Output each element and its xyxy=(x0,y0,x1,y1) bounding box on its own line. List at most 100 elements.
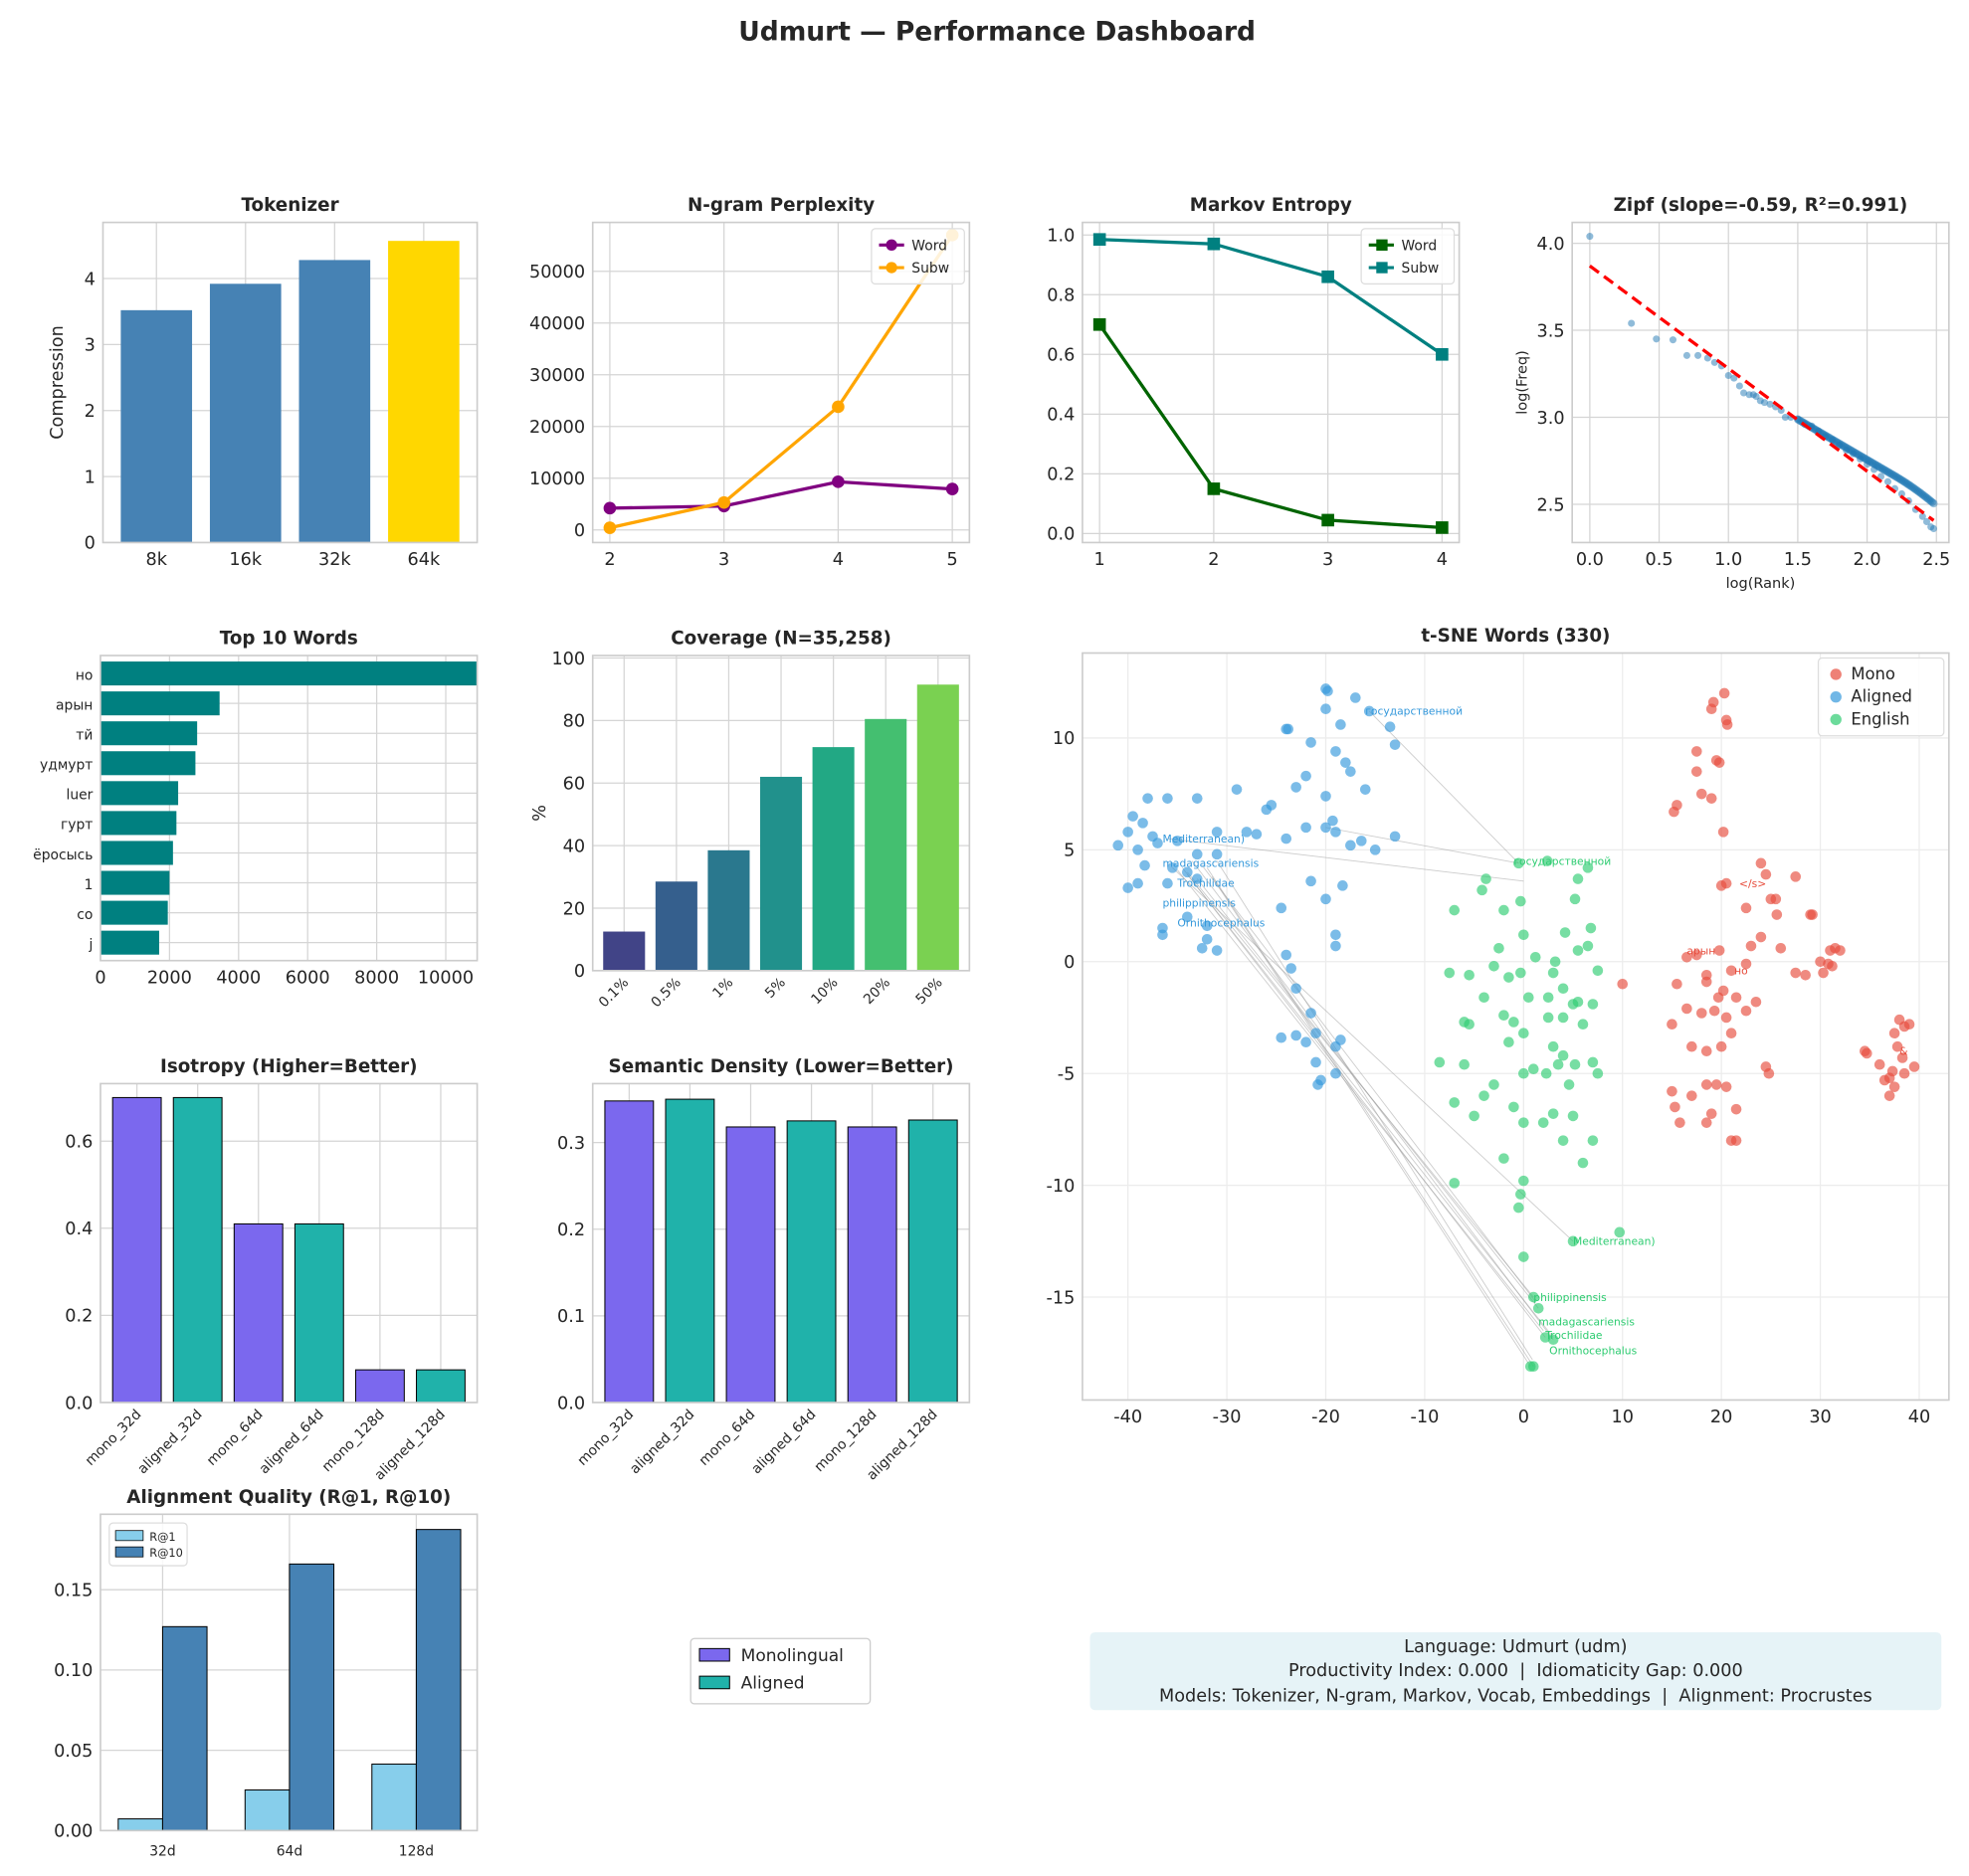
y-tick-label: 1.0 xyxy=(1047,227,1075,247)
zipf-point xyxy=(1846,446,1855,455)
zipf-point xyxy=(1905,481,1914,490)
y-tick-label: 0.2 xyxy=(1047,466,1075,485)
x-tick-label: 40 xyxy=(1908,1407,1930,1427)
legend-label: Word xyxy=(911,238,947,254)
tsne-point-aligned xyxy=(1112,840,1124,851)
y-tick-label: -5 xyxy=(1058,1065,1076,1085)
tsne-point-english xyxy=(1515,895,1526,907)
zipf-point xyxy=(1867,458,1875,467)
tsne-point-english xyxy=(1532,1302,1544,1314)
legend-marker xyxy=(1830,690,1842,703)
tsne-point-english xyxy=(1464,969,1475,981)
zipf-point xyxy=(1898,476,1907,485)
legend-label: Word xyxy=(1402,238,1438,254)
bar-r@1 xyxy=(244,1789,291,1831)
zipf-point xyxy=(1766,400,1774,408)
tsne-word-label: Ornithocephalus xyxy=(1549,1345,1637,1358)
tsne-point-aligned xyxy=(1355,836,1367,846)
tsne-point-aligned xyxy=(1201,933,1213,945)
tsne-point-mono xyxy=(1686,1040,1697,1052)
tsne-point-aligned xyxy=(1182,911,1193,923)
tsne-point-aligned xyxy=(1152,838,1163,848)
tsne-point-aligned xyxy=(1172,836,1183,846)
tsne-point-aligned xyxy=(1330,746,1341,757)
chart-title: Coverage (N=35,258) xyxy=(671,629,891,650)
x-tick-label: 8k xyxy=(145,550,167,570)
tsne-point-english xyxy=(1478,1090,1489,1101)
legend-label: Subw xyxy=(1402,261,1440,277)
zipf-point xyxy=(1860,454,1869,463)
tsne-point-mono xyxy=(1760,868,1772,880)
y-tick-label: ёросысь xyxy=(33,847,93,863)
point-subw xyxy=(1092,233,1106,247)
tsne-point-english xyxy=(1582,862,1594,873)
info-indices: Productivity Index: 0.000 | Idiomaticity… xyxy=(1288,1661,1743,1681)
alignment-link xyxy=(1211,876,1531,1367)
tsne-point-mono xyxy=(1730,1135,1742,1146)
x-tick-label: mono_64d xyxy=(696,1407,759,1469)
y-tick-label: 10000 xyxy=(529,469,585,489)
tsne-point-aligned xyxy=(1350,692,1361,703)
legend-swatch-monolingual xyxy=(698,1647,730,1662)
tsne-point-english xyxy=(1529,951,1541,963)
tsne-point-english xyxy=(1449,904,1461,916)
alignment-link xyxy=(1186,873,1554,1338)
tsne-point-english xyxy=(1577,1019,1589,1031)
zipf-point xyxy=(1875,463,1884,471)
tsne-point-aligned xyxy=(1389,739,1401,750)
axes-frame xyxy=(99,1082,479,1404)
dashboard-title: Udmurt — Performance Dashboard xyxy=(738,17,1256,48)
tsne-point-mono xyxy=(1705,1108,1717,1119)
alignment-link xyxy=(1182,867,1546,1338)
x-tick-label: mono_32d xyxy=(575,1407,638,1469)
tsne-point-mono xyxy=(1790,871,1802,882)
series-line-word xyxy=(609,479,953,510)
chart-title: Alignment Quality (R@1, R@10) xyxy=(126,1487,451,1508)
x-tick-label: mono_64d xyxy=(204,1407,267,1469)
marks xyxy=(603,229,959,534)
tsne-point-aligned xyxy=(1345,840,1356,851)
tsne-point-english xyxy=(1518,1028,1529,1039)
tsne-point-aligned xyxy=(1330,940,1341,952)
chart-title: Zipf (slope=-0.59, R²=0.991) xyxy=(1614,195,1908,216)
tsne-point-aligned xyxy=(1142,793,1153,804)
zipf-point xyxy=(1882,467,1891,475)
point-subw xyxy=(1207,237,1221,251)
zipf-point xyxy=(1928,497,1937,506)
tsne-point-mono xyxy=(1861,1047,1872,1059)
x-tick-label: 0.5 xyxy=(1646,550,1674,570)
tsne-point-mono xyxy=(1708,1005,1720,1017)
chart-title: Isotropy (Higher=Better) xyxy=(160,1056,417,1077)
chart-zipf: 0.0 0.5 1.0 1.5 2.0 2.5 2.5 3.0 3.5 4.0 Zipf (slop… xyxy=(1515,195,1951,592)
bar-word xyxy=(99,900,168,925)
legend-label-monolingual: Monolingual xyxy=(741,1646,844,1666)
tsne-point-aligned xyxy=(1211,848,1223,860)
zipf-point xyxy=(1832,438,1841,447)
x-tick-label: 128d xyxy=(399,1844,434,1860)
alignment-link xyxy=(1172,867,1574,1242)
zipf-point xyxy=(1895,474,1905,483)
tsne-point-aligned xyxy=(1359,784,1371,795)
bar-64k xyxy=(388,241,460,543)
plot-area xyxy=(1572,222,1949,543)
x-tick-label: 32d xyxy=(149,1844,175,1860)
legend-label: R@1 xyxy=(149,1530,175,1544)
x-tick-label: 0.1% xyxy=(596,975,632,1011)
x-tick-label: -40 xyxy=(1113,1407,1142,1427)
y-tick-label: 40 xyxy=(563,837,585,856)
y-tick-label: 0 xyxy=(574,521,585,541)
zipf-point xyxy=(1886,469,1895,478)
tsne-point-aligned xyxy=(1300,770,1311,782)
y-tick-label: 0.10 xyxy=(54,1661,93,1681)
tsne-point-aligned xyxy=(1157,929,1168,941)
tsne-point-mono xyxy=(1740,902,1752,914)
info-box-background xyxy=(1089,1631,1942,1711)
tsne-point-aligned xyxy=(1330,1067,1341,1079)
y-axis-label: log(Freq) xyxy=(1515,350,1531,414)
tsne-point-aligned xyxy=(1196,942,1208,954)
series-line-subw xyxy=(1099,238,1444,356)
tsne-point-aligned xyxy=(1122,827,1133,838)
tsne-point-mono xyxy=(1775,942,1787,954)
legend-swatch-aligned xyxy=(698,1675,730,1690)
tsne-point-mono xyxy=(1695,1008,1707,1019)
